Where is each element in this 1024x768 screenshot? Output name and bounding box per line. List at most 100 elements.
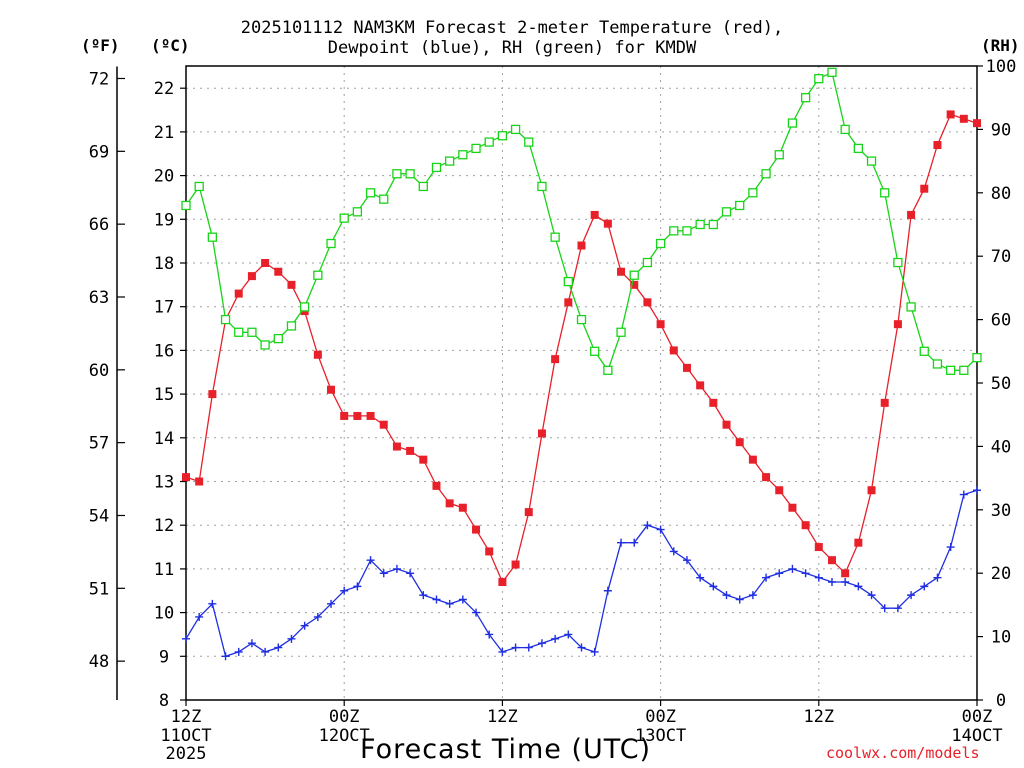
fahrenheit-tick-label: 69 (89, 142, 109, 162)
x-tick-label-time: 00Z (645, 707, 676, 727)
temperature-point (577, 241, 586, 250)
temperature-point (551, 355, 560, 364)
rh-point (524, 137, 534, 147)
dewpoint-point (366, 556, 375, 565)
temperature-point (656, 320, 665, 329)
dewpoint-point (247, 639, 256, 648)
rh-tick-label: 90 (991, 120, 1011, 140)
x-axis-label: Forecast Time (UTC) (360, 734, 652, 765)
rh-point (365, 188, 376, 198)
rh-point (510, 124, 521, 135)
x-tick-label-time: 00Z (962, 707, 993, 727)
temperature-point (643, 298, 652, 307)
dewpoint-point (590, 647, 599, 656)
temperature-point (827, 556, 836, 565)
rh-tick-label: 50 (991, 374, 1011, 394)
celsius-tick-label: 11 (154, 560, 174, 580)
dewpoint-point (867, 591, 876, 600)
fahrenheit-tick-label: 66 (89, 215, 109, 235)
rh-tick-label: 30 (991, 501, 1011, 521)
temperature-point (880, 398, 889, 407)
rh-point (919, 346, 929, 356)
temperature-point (392, 442, 401, 451)
rh-point (945, 365, 956, 375)
rh-point (840, 124, 850, 135)
dewpoint-point (748, 591, 757, 600)
rh-point (339, 213, 349, 223)
temperature-point (617, 267, 626, 276)
dewpoint-point (973, 486, 981, 495)
dewpoint-point (195, 612, 204, 621)
dewpoint-point (577, 643, 586, 652)
rh-unit-label: (RH) (981, 36, 1020, 55)
rh-point (497, 131, 508, 141)
dewpoint-point (208, 599, 217, 608)
x-tick-label-time: 12Z (171, 707, 202, 727)
rh-point (735, 200, 745, 211)
temperature-point (788, 503, 797, 512)
dewpoint-point (893, 604, 902, 613)
dewpoint-point (946, 543, 955, 552)
rh-point (972, 352, 982, 363)
celsius-tick-label: 21 (154, 123, 174, 143)
rh-point (827, 67, 837, 77)
temperature-point (195, 477, 204, 486)
fahrenheit-tick-label: 48 (89, 652, 109, 672)
x-tick-label-date: 12OCT (319, 726, 370, 746)
temperature-point (801, 521, 810, 530)
dewpoint-point (814, 573, 823, 582)
rh-tick-label: 40 (991, 437, 1011, 457)
dewpoint-point (313, 612, 322, 621)
celsius-tick-label: 8 (159, 691, 169, 711)
dewpoint-point (182, 634, 190, 643)
rh-point (721, 207, 732, 217)
dewpoint-point (907, 591, 916, 600)
celsius-tick-label: 19 (154, 210, 174, 230)
dewpoint-point (827, 578, 836, 587)
dewpoint-point (472, 608, 481, 617)
temperature-point (814, 543, 823, 552)
temperature-point (182, 473, 190, 482)
temperature-point (682, 363, 691, 372)
dewpoint-point (933, 573, 942, 582)
dewpoint-point (287, 634, 296, 643)
rh-point (352, 207, 363, 217)
temperature-point (511, 560, 520, 569)
rh-point (537, 181, 547, 192)
temperature-point (406, 446, 415, 455)
temperature-point (327, 385, 336, 394)
temperature-point (537, 429, 546, 438)
rh-point (563, 276, 573, 287)
rh-point (247, 327, 257, 337)
rh-point (181, 200, 191, 211)
rh-point (484, 137, 494, 147)
dewpoint-point (261, 647, 270, 656)
temperature-point (841, 569, 850, 578)
temperature-point (867, 486, 876, 495)
rh-point (445, 156, 455, 166)
temperature-point (564, 298, 573, 307)
dewpoint-point (709, 582, 718, 591)
temperature-point (959, 114, 968, 123)
dewpoint-point (379, 569, 388, 578)
temperature-point (485, 547, 494, 556)
temperature-point (445, 499, 454, 508)
rh-point (273, 333, 283, 344)
dewpoint-point (617, 538, 626, 547)
dewpoint-point (221, 652, 230, 661)
rh-point (906, 302, 916, 312)
temperature-point (854, 538, 863, 547)
dewpoint-point (511, 643, 520, 652)
temperature-point (933, 141, 942, 150)
fahrenheit-tick-label: 72 (89, 69, 109, 89)
x-tick-label-date: 13OCT (635, 726, 686, 746)
fahrenheit-tick-label: 51 (89, 579, 109, 599)
temperature-point (669, 346, 678, 355)
rh-point (260, 340, 270, 350)
temperature-point (340, 411, 349, 420)
fahrenheit-unit-label: (ºF) (81, 36, 120, 55)
dewpoint-point (696, 573, 705, 582)
temperature-point (907, 210, 916, 219)
rh-point (207, 232, 218, 242)
